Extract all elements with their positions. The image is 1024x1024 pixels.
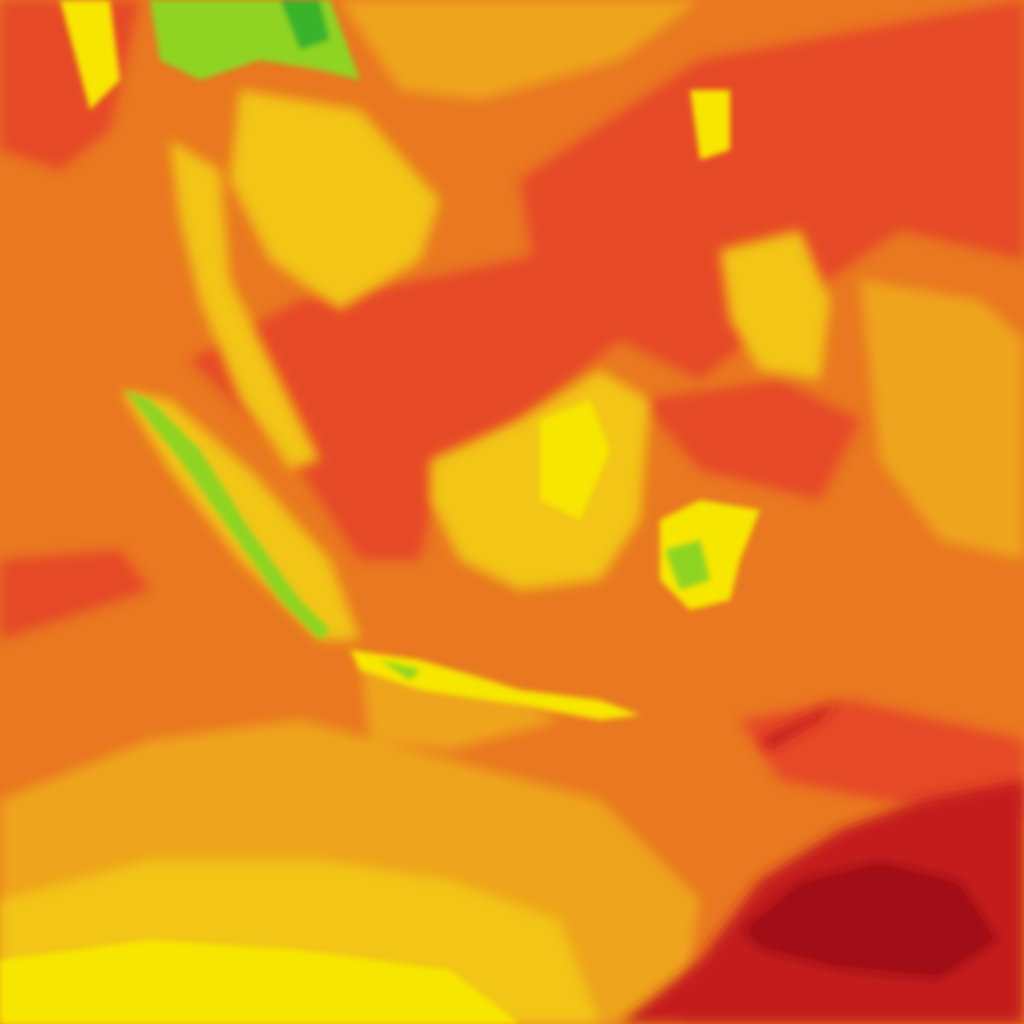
warm-red-zones xyxy=(0,0,1024,820)
hot-red-zones xyxy=(620,700,1024,1024)
cold-green-zones xyxy=(125,0,710,680)
